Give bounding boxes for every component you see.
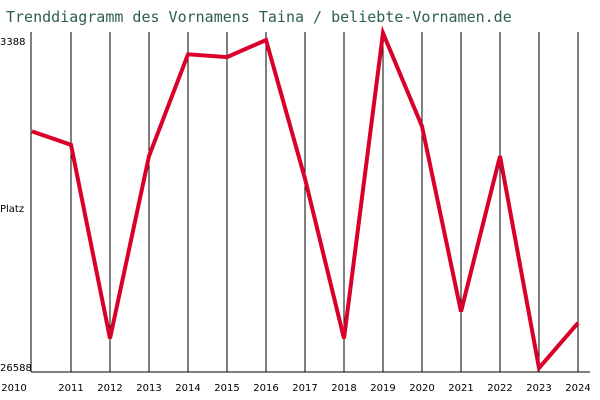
x-tick-2021: 2021: [448, 383, 473, 394]
x-tick-2014: 2014: [175, 383, 200, 394]
x-tick-2023: 2023: [526, 383, 551, 394]
chart-title: Trenddiagramm des Vornamens Taina / beli…: [6, 8, 512, 26]
x-tick-2016: 2016: [253, 383, 278, 394]
y-axis-label: Platz: [0, 204, 24, 215]
x-tick-2012: 2012: [97, 383, 122, 394]
x-tick-2013: 2013: [136, 383, 161, 394]
x-tick-2022: 2022: [487, 383, 512, 394]
x-tick-2011: 2011: [58, 383, 83, 394]
y-tick-top: 3388: [0, 37, 25, 48]
y-tick-bottom: 26588: [0, 363, 32, 374]
x-tick-2020: 2020: [409, 383, 434, 394]
x-tick-2024: 2024: [565, 383, 590, 394]
x-tick-2017: 2017: [292, 383, 317, 394]
vertical-gridlines: [70, 32, 579, 372]
x-tick-2019: 2019: [370, 383, 395, 394]
series-line: [31, 25, 580, 373]
x-tick-2015: 2015: [214, 383, 239, 394]
x-tick-2010: 2010: [1, 383, 26, 394]
x-tick-2018: 2018: [331, 383, 356, 394]
x-tick-labels: 2010 2011 2012 2013 2014 2015 2016 2017 2018 2019…: [1, 383, 590, 394]
